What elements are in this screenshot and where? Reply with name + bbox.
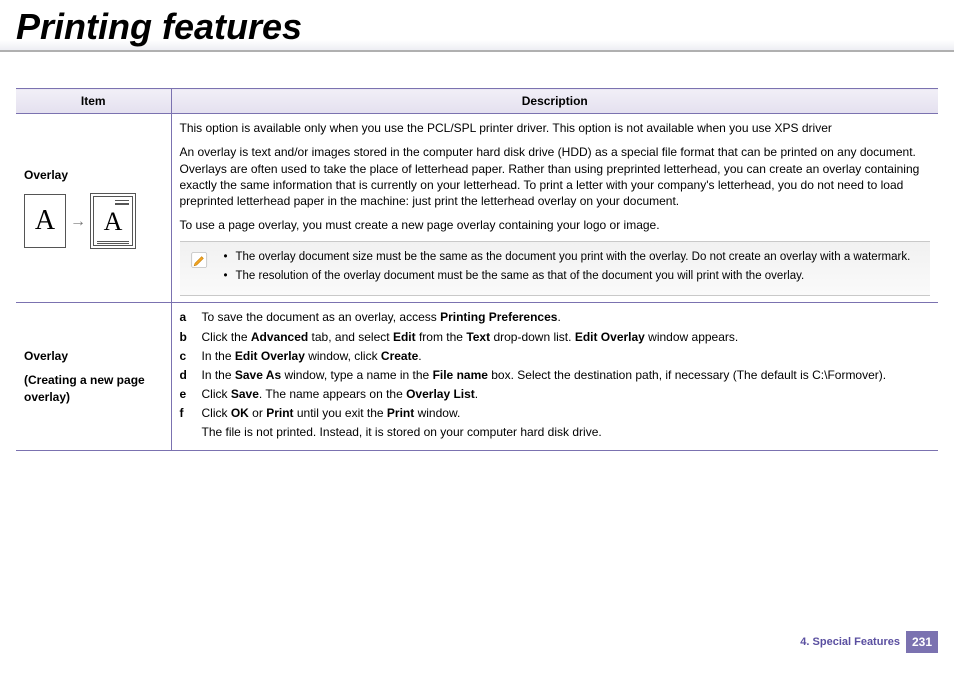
page-footer: 4. Special Features 231 — [800, 631, 938, 653]
chapter-label: 4. Special Features — [800, 636, 900, 648]
paragraph: This option is available only when you u… — [180, 120, 931, 136]
arrow-right-icon: → — [70, 211, 86, 233]
list-item: f Click OK or Print until you exit the P… — [180, 405, 931, 421]
document-frame: A — [90, 193, 136, 249]
page-title: Printing features — [0, 0, 954, 52]
content-area: Item Description Overlay A → A This opti… — [0, 52, 954, 451]
steps-list: a To save the document as an overlay, ac… — [180, 309, 931, 440]
description-cell: a To save the document as an overlay, ac… — [171, 303, 938, 450]
item-label: Overlay — [24, 167, 167, 183]
features-table: Item Description Overlay A → A This opti… — [16, 88, 938, 451]
item-cell-overlay: Overlay A → A — [16, 114, 171, 303]
note-box: The overlay document size must be the sa… — [180, 241, 931, 296]
paragraph: To use a page overlay, you must create a… — [180, 217, 931, 233]
list-item: x The file is not printed. Instead, it i… — [180, 424, 931, 440]
item-cell-create-overlay: Overlay (Creating a new page overlay) — [16, 303, 171, 450]
paragraph: An overlay is text and/or images stored … — [180, 144, 931, 209]
list-item: c In the Edit Overlay window, click Crea… — [180, 348, 931, 364]
document-plain-icon: A — [24, 194, 66, 248]
list-item: d In the Save As window, type a name in … — [180, 367, 931, 383]
item-sublabel: (Creating a new page overlay) — [24, 372, 167, 404]
item-label: Overlay — [24, 348, 167, 364]
note-item: The overlay document size must be the sa… — [222, 250, 911, 266]
overlay-diagram: A → A — [24, 193, 167, 249]
header-item: Item — [16, 89, 171, 114]
note-list: The overlay document size must be the sa… — [222, 250, 911, 287]
note-pencil-icon — [190, 250, 210, 270]
table-row: Overlay A → A This option is available o… — [16, 114, 938, 303]
table-row: Overlay (Creating a new page overlay) a … — [16, 303, 938, 450]
list-item: b Click the Advanced tab, and select Edi… — [180, 329, 931, 345]
document-overlay-icon: A — [93, 196, 133, 246]
description-cell: This option is available only when you u… — [171, 114, 938, 303]
list-item: e Click Save. The name appears on the Ov… — [180, 386, 931, 402]
note-item: The resolution of the overlay document m… — [222, 269, 911, 285]
list-item: a To save the document as an overlay, ac… — [180, 309, 931, 325]
header-description: Description — [171, 89, 938, 114]
page-number: 231 — [906, 631, 938, 653]
